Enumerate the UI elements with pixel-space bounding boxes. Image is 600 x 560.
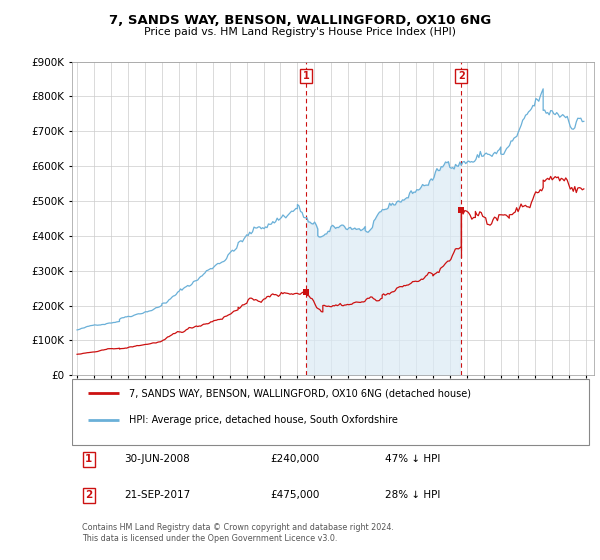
Text: 2: 2 xyxy=(85,490,92,500)
Text: HPI: Average price, detached house, South Oxfordshire: HPI: Average price, detached house, Sout… xyxy=(130,415,398,425)
Text: 30-JUN-2008: 30-JUN-2008 xyxy=(124,454,190,464)
FancyBboxPatch shape xyxy=(72,379,589,445)
Text: £240,000: £240,000 xyxy=(271,454,320,464)
Text: 47% ↓ HPI: 47% ↓ HPI xyxy=(385,454,440,464)
Text: 1: 1 xyxy=(85,454,92,464)
Text: 2: 2 xyxy=(458,71,464,81)
Text: 7, SANDS WAY, BENSON, WALLINGFORD, OX10 6NG (detached house): 7, SANDS WAY, BENSON, WALLINGFORD, OX10 … xyxy=(130,388,472,398)
Text: Price paid vs. HM Land Registry's House Price Index (HPI): Price paid vs. HM Land Registry's House … xyxy=(144,27,456,37)
Text: 28% ↓ HPI: 28% ↓ HPI xyxy=(385,490,440,500)
Text: 1: 1 xyxy=(302,71,309,81)
Text: £475,000: £475,000 xyxy=(271,490,320,500)
Text: 7, SANDS WAY, BENSON, WALLINGFORD, OX10 6NG: 7, SANDS WAY, BENSON, WALLINGFORD, OX10 … xyxy=(109,14,491,27)
Text: Contains HM Land Registry data © Crown copyright and database right 2024.
This d: Contains HM Land Registry data © Crown c… xyxy=(82,523,394,543)
Text: 21-SEP-2017: 21-SEP-2017 xyxy=(124,490,190,500)
